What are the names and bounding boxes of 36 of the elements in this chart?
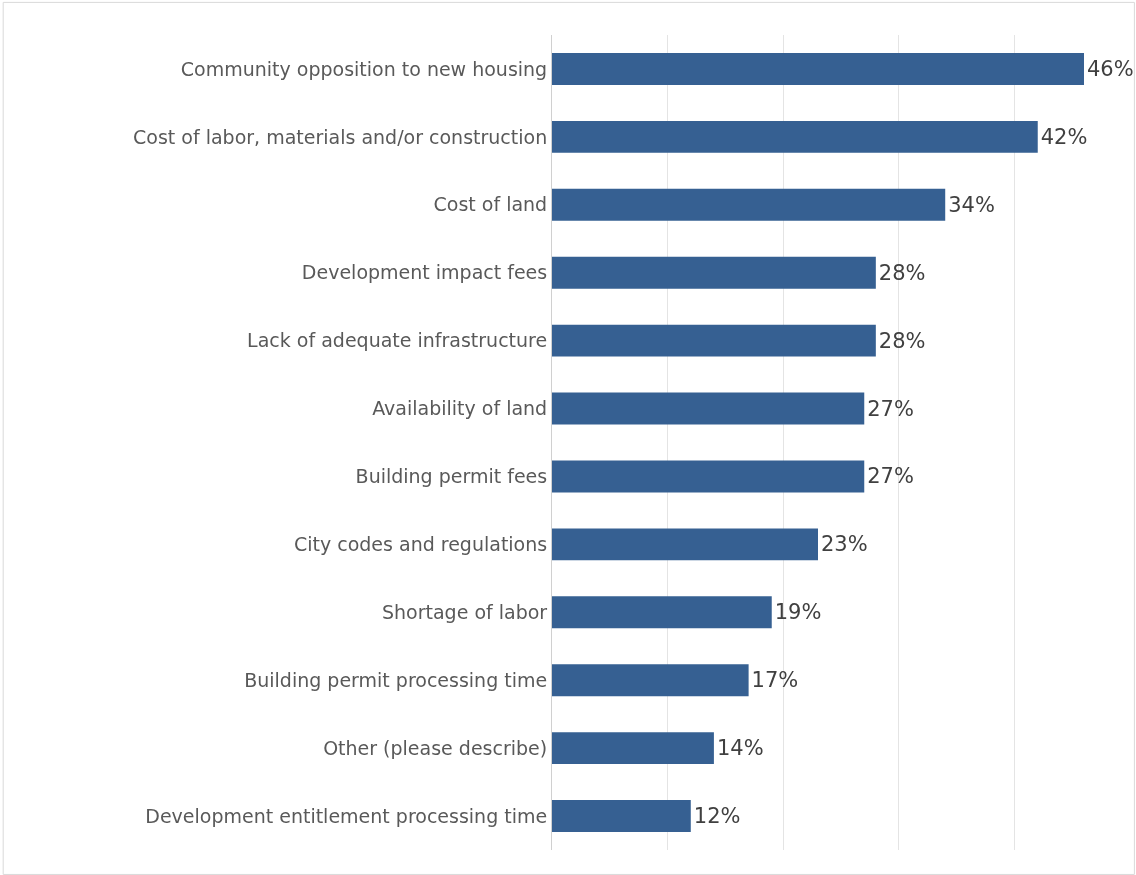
data-label: 34% — [948, 192, 995, 217]
data-label: 17% — [751, 668, 799, 693]
data-label: 28% — [878, 328, 926, 353]
data-label: 19% — [774, 600, 822, 625]
data-label: 27% — [867, 396, 914, 421]
bar — [552, 188, 946, 221]
y-tick-label: City codes and regulations — [293, 533, 548, 556]
data-label: 27% — [867, 464, 914, 489]
bar — [552, 324, 876, 357]
y-tick-label: Cost of land — [433, 193, 548, 216]
data-label: 28% — [878, 260, 926, 285]
data-label: 14% — [716, 736, 764, 761]
bar — [552, 800, 691, 832]
y-tick-label: Building permit processing time — [244, 668, 548, 691]
bar — [552, 53, 1084, 85]
data-label: 12% — [693, 804, 741, 829]
bar — [552, 596, 772, 629]
y-tick-label: Availability of land — [372, 397, 548, 420]
y-tick-label: Lack of adequate infrastructure — [247, 329, 548, 352]
bar — [552, 392, 865, 425]
bar — [552, 732, 714, 765]
y-tick-label: Shortage of labor — [382, 600, 548, 623]
bar — [552, 664, 749, 697]
y-tick-label: Other (please describe) — [323, 736, 548, 759]
y-tick-label: Community opposition to new housing — [180, 57, 548, 80]
data-label: 42% — [1040, 124, 1088, 149]
bar — [552, 256, 876, 289]
bar — [552, 460, 865, 493]
data-label: 23% — [821, 532, 868, 557]
data-label: 46% — [1087, 56, 1134, 81]
bar — [552, 528, 818, 561]
y-tick-label: Building permit fees — [355, 465, 548, 488]
y-tick-label: Development impact fees — [301, 261, 548, 284]
bar — [552, 120, 1038, 153]
y-tick-label: Cost of labor, materials and/or construction — [133, 125, 548, 148]
y-tick-label: Development entitlement processing time — [145, 804, 548, 827]
